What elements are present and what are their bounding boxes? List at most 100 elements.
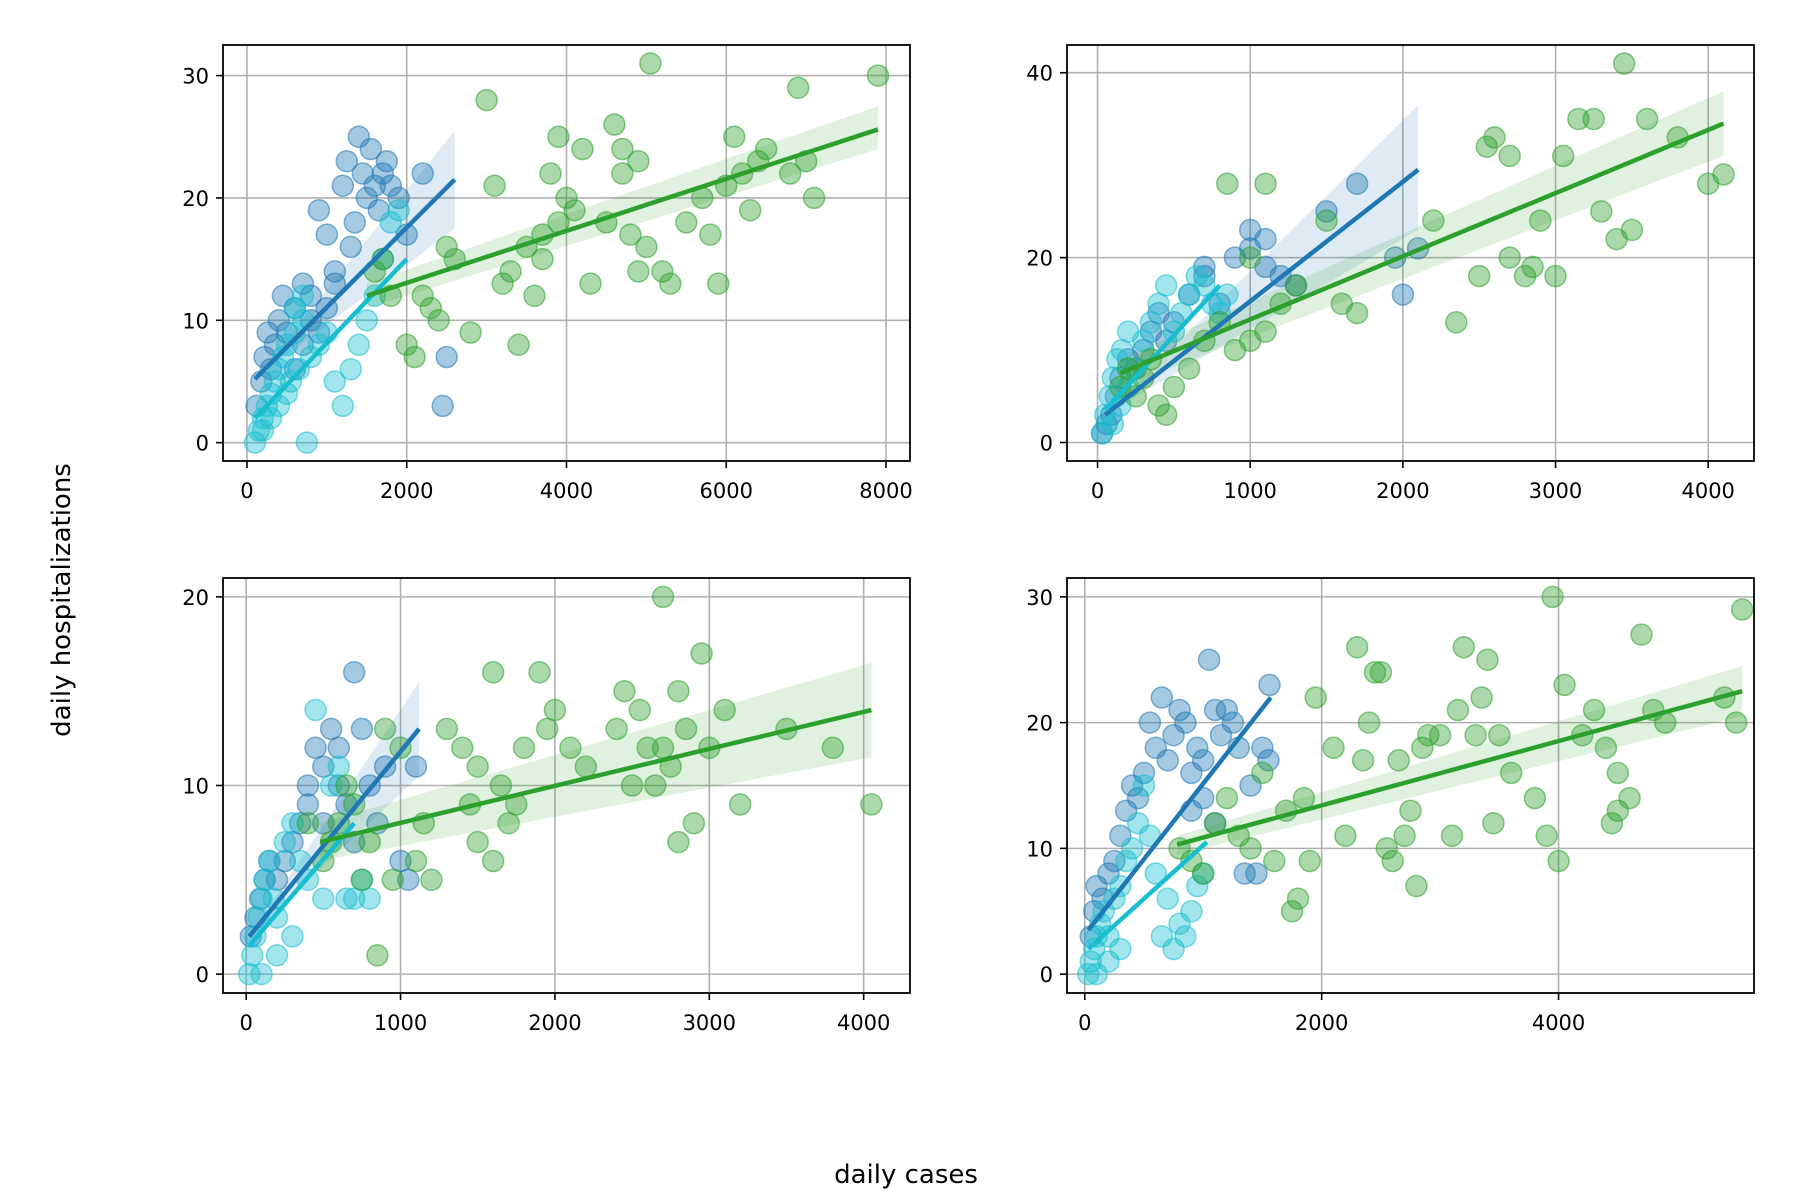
y-tick-label: 10 — [182, 309, 209, 333]
data-point — [1488, 723, 1511, 747]
data-point — [1120, 837, 1144, 860]
data-point — [1445, 311, 1468, 334]
panel-4: 0 2000 4000 0 10 20 30 — [1026, 577, 1755, 1035]
data-point — [1544, 264, 1567, 288]
data-point — [379, 211, 403, 234]
panel-1: 0 2000 4000 6000 8000 0 10 20 30 — [182, 44, 913, 503]
regression-line-2 — [247, 821, 356, 948]
data-point — [723, 125, 746, 149]
data-point — [1154, 274, 1178, 297]
data-point — [1193, 255, 1216, 279]
data-point — [1594, 736, 1618, 760]
data-point — [1417, 723, 1440, 747]
data-point — [243, 431, 267, 454]
data-point — [335, 774, 358, 797]
data-point — [1144, 862, 1168, 885]
data-point — [1582, 107, 1605, 131]
data-point — [611, 137, 634, 161]
data-point — [359, 137, 383, 161]
data-point — [319, 774, 343, 797]
x-tick-label: 1000 — [374, 1011, 427, 1035]
y-tick-label: 20 — [182, 586, 209, 610]
data-point — [304, 698, 327, 722]
x-tick-label: 8000 — [859, 479, 912, 503]
data-point — [619, 223, 642, 246]
data-point — [1446, 698, 1470, 722]
regression-line-1 — [253, 177, 457, 381]
data-point — [802, 186, 826, 210]
data-point — [1498, 246, 1521, 269]
data-point — [1547, 849, 1570, 873]
data-point — [1357, 711, 1381, 734]
data-point — [1215, 698, 1239, 722]
data-point — [371, 162, 395, 185]
data-point — [271, 345, 295, 369]
data-point — [343, 211, 367, 234]
data-point — [1391, 283, 1415, 306]
data-point — [778, 162, 802, 185]
data-point — [1216, 283, 1239, 306]
y-axis-title: daily hospitalizations — [47, 463, 77, 737]
regression-line-1 — [1086, 696, 1273, 932]
data-point — [1186, 736, 1209, 760]
data-point — [481, 849, 505, 873]
x-tick-label: 4000 — [1681, 479, 1734, 503]
data-point — [547, 125, 570, 149]
data-point — [323, 260, 347, 283]
data-point — [427, 309, 450, 332]
data-point — [389, 849, 412, 873]
y-tick-label: 0 — [196, 963, 209, 987]
data-point — [1193, 264, 1216, 288]
data-point — [265, 868, 289, 892]
data-point — [1103, 849, 1126, 873]
y-tick-label: 40 — [1026, 62, 1053, 86]
data-point — [1132, 774, 1156, 797]
data-point — [1369, 661, 1393, 684]
data-point — [628, 698, 652, 722]
data-point — [644, 774, 667, 797]
data-point — [682, 811, 706, 835]
data-point — [466, 755, 489, 778]
data-point — [1498, 144, 1521, 168]
data-point — [523, 284, 546, 308]
data-point — [1422, 209, 1445, 232]
data-point — [1191, 749, 1215, 772]
data-point — [466, 830, 489, 854]
data-point — [1284, 274, 1308, 297]
data-point — [241, 944, 264, 967]
data-point — [1521, 255, 1544, 279]
confidence-band — [249, 681, 420, 937]
series-3 — [1109, 52, 1735, 427]
data-point — [1467, 264, 1491, 288]
data-point — [299, 284, 323, 308]
data-point — [381, 868, 405, 892]
data-point — [1233, 862, 1256, 885]
data-point — [379, 174, 403, 197]
data-point — [1147, 394, 1170, 417]
x-tick-label: 4000 — [837, 1011, 890, 1035]
data-point — [1730, 598, 1754, 621]
data-point — [627, 260, 650, 283]
data-point — [395, 333, 418, 357]
data-point — [1238, 246, 1262, 269]
data-point — [350, 717, 374, 741]
data-point — [1238, 237, 1262, 260]
data-point — [866, 64, 890, 87]
data-point — [1114, 849, 1138, 873]
data-point — [651, 260, 674, 283]
data-point — [675, 211, 698, 234]
data-point — [351, 162, 375, 185]
data-point — [674, 717, 698, 741]
data-point — [335, 887, 358, 910]
data-point — [342, 887, 366, 910]
data-point — [1551, 144, 1575, 168]
panel-2: 0 1000 2000 3000 4000 0 20 40 — [1026, 44, 1755, 503]
y-tick-label: 30 — [1026, 586, 1053, 610]
data-point — [1258, 673, 1281, 697]
data-point — [1109, 937, 1132, 961]
data-point — [323, 370, 347, 393]
data-point — [435, 235, 458, 259]
data-point — [283, 296, 307, 320]
data-point — [1168, 698, 1191, 722]
